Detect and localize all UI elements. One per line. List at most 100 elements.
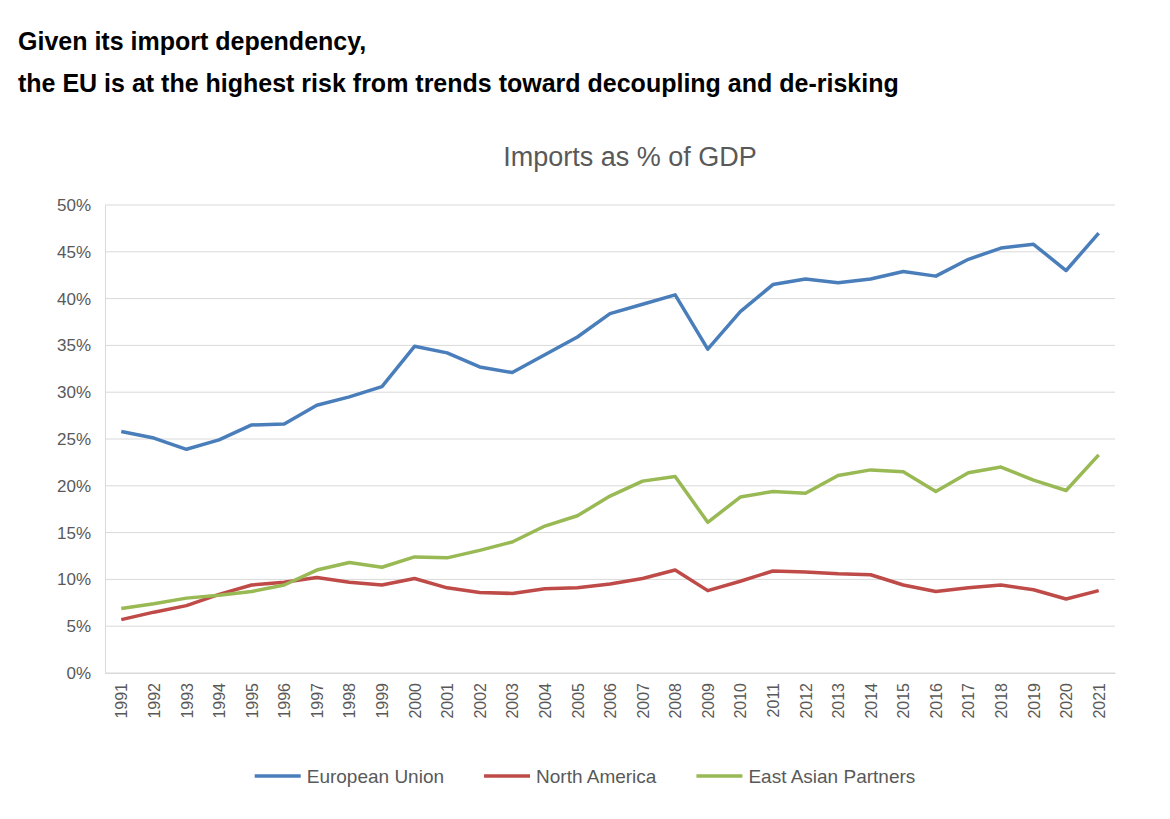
x-tick-label: 2012 xyxy=(798,683,815,719)
x-tick-label: 2004 xyxy=(537,683,554,719)
y-tick-label: 25% xyxy=(57,430,91,449)
grid-line xyxy=(105,298,1115,299)
x-tick-label: 1993 xyxy=(179,683,196,719)
y-tick: 45% xyxy=(57,243,105,262)
x-axis: 1991 1992 1993 1994 1995 1996 1997 1998 1999 2000… xyxy=(106,673,1116,719)
x-tick: 2015 xyxy=(895,673,912,719)
y-tick-label: 5% xyxy=(66,617,91,636)
x-tick: 2005 xyxy=(570,673,587,719)
x-tick: 1992 xyxy=(146,673,163,719)
x-tick: 2009 xyxy=(700,673,717,719)
x-tick: 1999 xyxy=(374,673,391,719)
y-tick: 35% xyxy=(57,336,105,355)
x-tick: 2002 xyxy=(472,673,489,719)
y-tick: 10% xyxy=(57,570,105,589)
x-tick-label: 2000 xyxy=(407,683,424,719)
y-tick-label: 20% xyxy=(57,477,91,496)
y-tick: 0% xyxy=(66,664,105,683)
x-tick-label: 1997 xyxy=(309,683,326,719)
y-tick-label: 0% xyxy=(66,664,91,683)
chart-title: Imports as % of GDP xyxy=(503,142,757,172)
x-tick: 2003 xyxy=(504,673,521,719)
x-tick: 2006 xyxy=(602,673,619,719)
x-tick-label: 2015 xyxy=(895,683,912,719)
x-tick-label: 1998 xyxy=(341,683,358,719)
x-tick-label: 2014 xyxy=(863,683,880,719)
x-tick: 1995 xyxy=(244,673,261,719)
y-tick: 30% xyxy=(57,383,105,402)
grid-line xyxy=(105,439,1115,440)
x-tick: 2012 xyxy=(798,673,815,719)
y-tick: 20% xyxy=(57,477,105,496)
x-tick: 2000 xyxy=(407,673,424,719)
y-tick-label: 45% xyxy=(57,243,91,262)
grid-line xyxy=(105,673,1115,674)
grid-line xyxy=(105,579,1115,580)
grid-line xyxy=(105,532,1115,533)
x-tick: 2019 xyxy=(1026,673,1043,719)
x-tick-label: 2013 xyxy=(830,683,847,719)
x-tick: 2010 xyxy=(732,673,749,719)
x-tick: 2014 xyxy=(863,673,880,719)
y-axis-line xyxy=(105,206,106,674)
x-tick-label: 2003 xyxy=(504,683,521,719)
y-tick-label: 40% xyxy=(57,290,91,309)
y-tick-label: 50% xyxy=(57,196,91,215)
x-tick-label: 2018 xyxy=(993,683,1010,719)
y-tick-label: 10% xyxy=(57,570,91,589)
x-tick-label: 1994 xyxy=(211,683,228,719)
x-tick: 1994 xyxy=(211,673,228,719)
y-axis: 0% 5% 10% 15% 20% 25% 30% 35% 40% 45% 50% xyxy=(57,196,106,683)
x-tick-label: 2020 xyxy=(1058,683,1075,719)
x-tick-label: 2011 xyxy=(765,683,782,718)
x-tick-label: 2019 xyxy=(1026,683,1043,719)
x-tick-label: 1991 xyxy=(113,683,130,719)
x-tick: 1998 xyxy=(341,673,358,719)
x-tick: 2016 xyxy=(928,673,945,719)
headline: the EU is at the highest risk from trend… xyxy=(18,69,899,97)
x-tick: 1996 xyxy=(276,673,293,719)
x-tick-label: 2016 xyxy=(928,683,945,719)
x-tick-label: 2021 xyxy=(1091,683,1108,719)
x-tick-label: 2001 xyxy=(439,683,456,719)
y-tick: 5% xyxy=(66,617,105,636)
x-tick: 1993 xyxy=(179,673,196,719)
series-line xyxy=(121,455,1098,609)
legend: European Union North America East Asian Pa… xyxy=(255,766,916,787)
y-tick: 40% xyxy=(57,290,105,309)
x-tick-label: 2009 xyxy=(700,683,717,719)
x-tick: 2007 xyxy=(635,673,652,719)
x-tick: 2018 xyxy=(993,673,1010,719)
legend-label: East Asian Partners xyxy=(748,766,915,787)
y-tick: 25% xyxy=(57,430,105,449)
y-tick: 50% xyxy=(57,196,105,215)
x-tick-label: 2006 xyxy=(602,683,619,719)
series-line xyxy=(121,233,1098,449)
legend-swatch xyxy=(255,774,301,778)
y-tick: 15% xyxy=(57,524,105,543)
legend-label: North America xyxy=(536,766,657,787)
x-tick: 1997 xyxy=(309,673,326,719)
x-tick: 2004 xyxy=(537,673,554,719)
headline: Given its import dependency, xyxy=(18,27,366,55)
x-tick: 2008 xyxy=(667,673,684,719)
legend-label: European Union xyxy=(307,766,444,787)
x-tick-label: 2002 xyxy=(472,683,489,719)
x-tick: 2013 xyxy=(830,673,847,719)
x-tick-label: 1996 xyxy=(276,683,293,719)
grid xyxy=(105,205,1115,673)
x-tick: 2020 xyxy=(1058,673,1075,719)
x-tick: 2001 xyxy=(439,673,456,719)
legend-item: European Union xyxy=(255,766,444,787)
x-tick: 1991 xyxy=(113,673,130,719)
grid-line xyxy=(105,485,1115,486)
y-tick-label: 15% xyxy=(57,524,91,543)
grid-line xyxy=(105,345,1115,346)
legend-swatch xyxy=(484,774,530,778)
y-tick-label: 30% xyxy=(57,383,91,402)
x-tick-label: 1999 xyxy=(374,683,391,719)
grid-line xyxy=(105,626,1115,627)
legend-item: North America xyxy=(484,766,657,787)
grid-line xyxy=(105,251,1115,252)
grid-line xyxy=(105,392,1115,393)
